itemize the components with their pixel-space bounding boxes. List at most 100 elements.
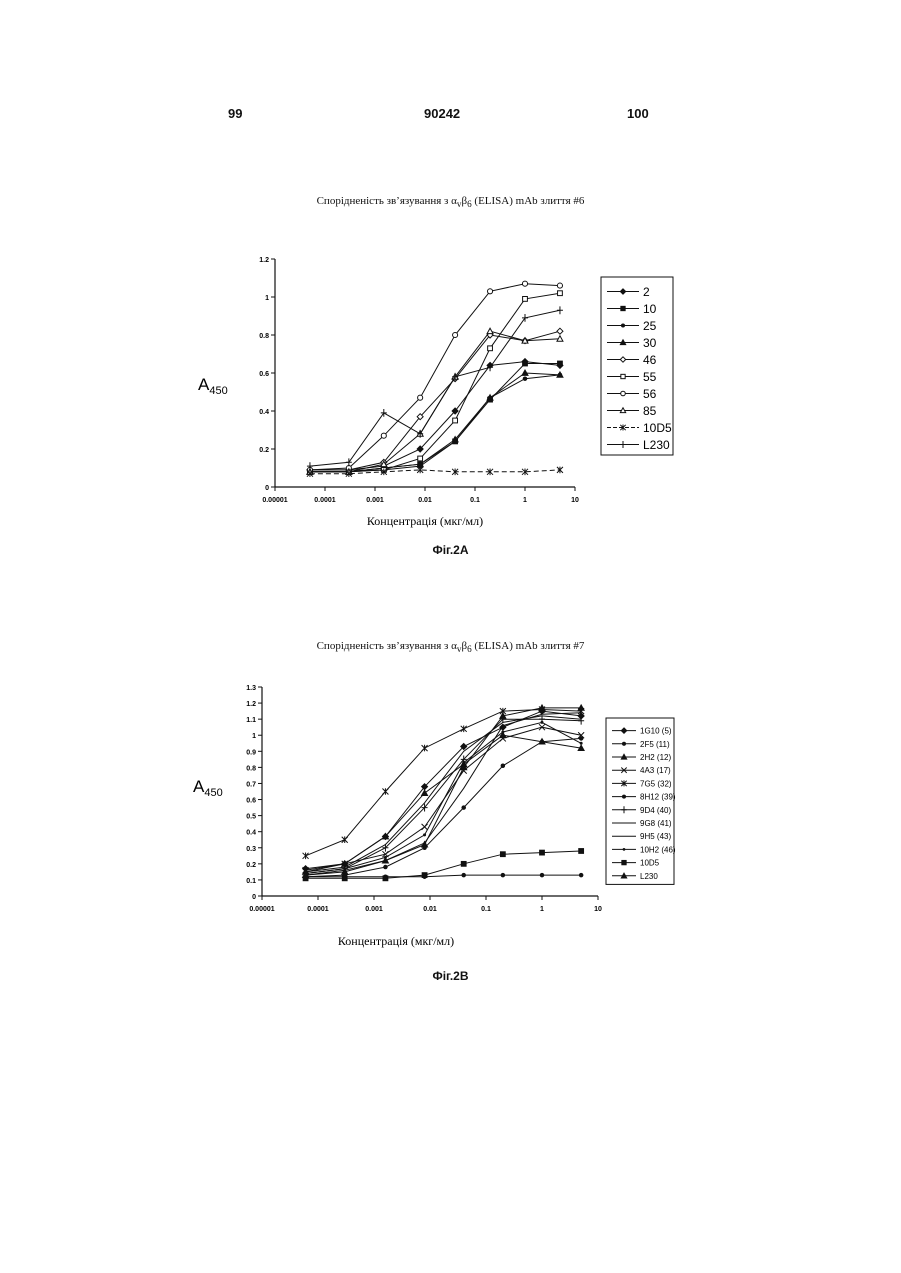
- chart-b-legend-entry: 9G8 (41): [640, 819, 672, 828]
- chart-b-data-point: [422, 745, 428, 752]
- chart-b-x-axis-label: Концентрація (мкг/мл): [338, 934, 454, 948]
- chart-b-y-tick-label: 0.8: [246, 765, 256, 772]
- chart-b-data-point: [423, 833, 426, 836]
- chart-b-y-tick-label: 0.6: [246, 798, 256, 805]
- chart-b-data-point: [579, 849, 584, 854]
- chart-a-data-point: [558, 361, 563, 366]
- chart-b-legend-marker: [622, 795, 626, 799]
- chart-b-series-line: [306, 711, 581, 869]
- chart-a-legend-marker: [621, 374, 625, 378]
- chart-b-data-point: [461, 861, 466, 866]
- chart-a-data-point: [488, 289, 493, 294]
- chart-b-data-point: [501, 764, 506, 769]
- chart-a-y-tick-label: 1.2: [259, 257, 269, 264]
- chart-b-data-point: [461, 726, 467, 733]
- chart-b-legend-entry: 8H12 (39): [640, 793, 676, 802]
- chart-a-series-line: [310, 331, 560, 472]
- chart-b-data-point: [540, 850, 545, 855]
- chart-b-legend-entry: 9D4 (40): [640, 806, 671, 815]
- chart-a-data-point: [418, 395, 423, 400]
- chart-a-legend-entry: 85: [643, 404, 657, 418]
- chart-b-data-point: [580, 742, 583, 745]
- chart-b-y-tick-label: 0.7: [246, 781, 256, 788]
- chart-a-series-line: [310, 373, 560, 472]
- chart-b-y-tick-label: 0.2: [246, 862, 256, 869]
- chart-a-x-tick-label: 0.0001: [314, 497, 336, 504]
- chart-b-data-point: [578, 717, 584, 725]
- chart-a-series: [307, 370, 563, 474]
- chart-b-legend-entry: L230: [640, 872, 658, 881]
- chart-a-legend-entry: 25: [643, 319, 657, 333]
- chart-b-series-line: [306, 710, 581, 856]
- figure-label-b: Фіг.2В: [0, 969, 901, 983]
- chart-b-legend-marker: [622, 742, 626, 746]
- chart-a-y-tick-label: 0.4: [259, 409, 269, 416]
- chart-a-data-point: [453, 332, 458, 337]
- chart-b-legend-entry: 9H5 (43): [640, 832, 671, 841]
- chart-b-legend-entry: 4A3 (17): [640, 766, 671, 775]
- chart-b-data-point: [540, 739, 545, 744]
- chart-b-data-point: [383, 865, 388, 870]
- chart-b-legend-entry: 10H2 (46): [640, 845, 676, 854]
- chart-a-legend-entry: 46: [643, 353, 657, 367]
- chart-b: 00.10.20.30.40.50.60.70.80.911.11.21.30.…: [0, 640, 901, 1000]
- chart-b-y-tick-label: 0.3: [246, 846, 256, 853]
- chart-b-data-point: [501, 731, 504, 734]
- chart-b-data-point: [541, 721, 544, 724]
- chart-a-data-point: [557, 283, 562, 288]
- chart-b-data-point: [540, 873, 545, 878]
- chart-a-legend-entry: 30: [643, 336, 657, 350]
- chart-b-data-point: [342, 876, 347, 881]
- chart-b-data-point: [342, 836, 348, 843]
- chart-a-legend-entry: 56: [643, 387, 657, 401]
- chart-b-legend: 1G10 (5)2F5 (11)2H2 (12)4A3 (17)7G5 (32)…: [606, 718, 676, 884]
- chart-b-data-point: [303, 853, 309, 860]
- chart-b-data-point: [422, 824, 428, 830]
- chart-b-data-point: [579, 736, 584, 741]
- chart-a-data-point: [381, 433, 386, 438]
- chart-a-data-point: [418, 456, 423, 461]
- chart-b-data-point: [579, 873, 584, 878]
- chart-a-data-point: [453, 418, 458, 423]
- chart-b-y-tick-label: 0.5: [246, 814, 256, 821]
- chart-b-x-tick-label: 0.00001: [249, 906, 274, 913]
- chart-a-legend-marker: [621, 306, 625, 310]
- chart-a-series: [308, 373, 563, 474]
- chart-a-legend-marker: [621, 391, 626, 396]
- chart-a-data-point: [557, 306, 563, 314]
- chart-a-y-axis-label-sub: 450: [209, 385, 227, 397]
- chart-b-legend-marker: [623, 848, 626, 851]
- chart-a-y-tick-label: 0.2: [259, 447, 269, 454]
- chart-a-data-point: [523, 297, 528, 302]
- chart-b-y-tick-label: 1: [252, 733, 256, 740]
- chart-b-legend-entry: 7G5 (32): [640, 779, 672, 788]
- chart-a-data-point: [522, 281, 527, 286]
- chart-a-x-tick-label: 0.1: [470, 497, 480, 504]
- chart-b-legend-entry: 10D5: [640, 859, 660, 868]
- chart-b-data-point: [422, 790, 428, 795]
- chart-a-x-tick-label: 0.00001: [262, 497, 287, 504]
- chart-b-data-point: [383, 876, 388, 881]
- chart-b-legend-entry: 1G10 (5): [640, 727, 672, 736]
- chart-b-x-tick-label: 0.1: [481, 906, 491, 913]
- chart-a-x-tick-label: 0.001: [366, 497, 384, 504]
- chart-b-y-axis-label: A450: [193, 777, 223, 799]
- chart-a-series-line: [310, 375, 560, 472]
- chart-a-x-tick-label: 0.01: [418, 497, 432, 504]
- chart-a-legend-marker: [621, 323, 625, 327]
- chart-a-data-point: [557, 328, 563, 334]
- chart-b-y-tick-label: 0.9: [246, 749, 256, 756]
- chart-b-legend-marker: [622, 860, 626, 864]
- chart-b-y-axis-label-sub: 450: [204, 787, 222, 799]
- chart-a-x-tick-label: 10: [571, 497, 579, 504]
- chart-b-y-tick-label: 1.3: [246, 685, 256, 692]
- chart-a-y-tick-label: 1: [265, 295, 269, 302]
- chart-b-data-point: [500, 852, 505, 857]
- chart-a-legend-entry: L230: [643, 438, 670, 452]
- chart-b-legend-entry: 2F5 (11): [640, 740, 670, 749]
- chart-b-series-line: [306, 727, 581, 870]
- chart-a-series-line: [310, 331, 560, 470]
- chart-b-y-tick-label: 0.4: [246, 830, 256, 837]
- chart-b-y-tick-label: 1.2: [246, 701, 256, 708]
- chart-b-y-tick-label: 0: [252, 894, 256, 901]
